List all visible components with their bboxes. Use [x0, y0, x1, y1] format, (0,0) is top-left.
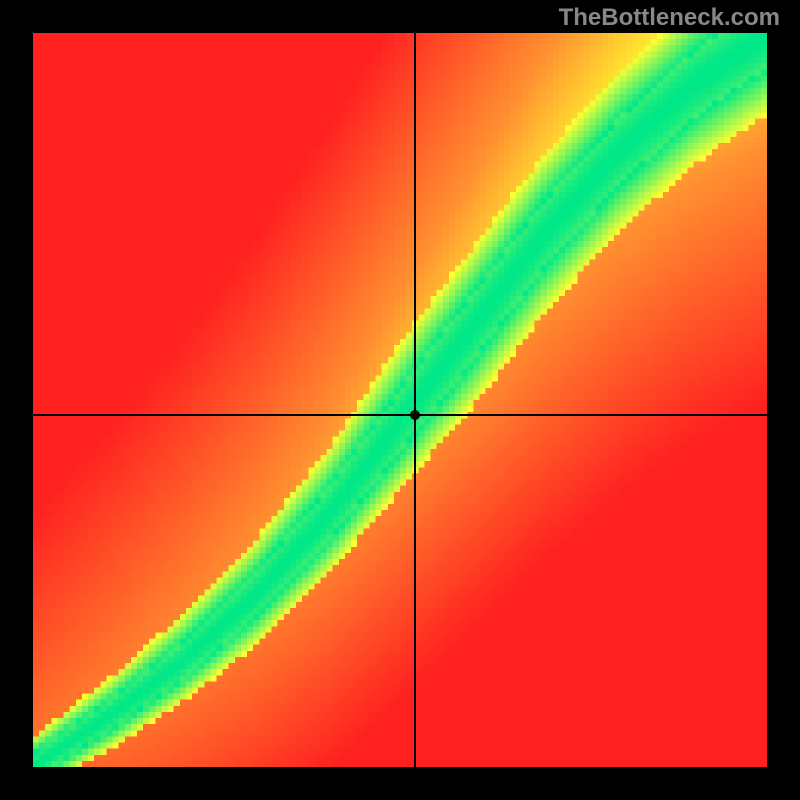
- crosshair-vertical: [414, 33, 416, 767]
- heatmap-plot: [33, 33, 767, 767]
- crosshair-point: [410, 410, 420, 420]
- chart-container: TheBottleneck.com: [0, 0, 800, 800]
- crosshair-horizontal: [33, 414, 767, 416]
- watermark-text: TheBottleneck.com: [559, 4, 780, 32]
- heatmap-canvas: [33, 33, 767, 767]
